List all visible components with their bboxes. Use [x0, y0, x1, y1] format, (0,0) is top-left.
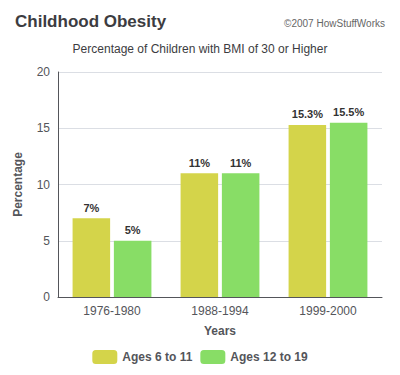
svg-text:20: 20 [37, 65, 51, 79]
svg-text:10: 10 [37, 178, 51, 192]
svg-text:5: 5 [43, 234, 50, 248]
svg-text:11%: 11% [189, 157, 211, 169]
svg-text:1988-1994: 1988-1994 [191, 304, 249, 318]
svg-text:1999-2000: 1999-2000 [299, 304, 357, 318]
svg-text:15.3%: 15.3% [292, 108, 323, 120]
svg-text:Ages 12 to 19: Ages 12 to 19 [230, 350, 308, 364]
svg-text:15.5%: 15.5% [333, 106, 364, 118]
svg-text:Childhood Obesity: Childhood Obesity [15, 12, 167, 31]
svg-text:11%: 11% [230, 157, 252, 169]
svg-text:©2007 HowStuffWorks: ©2007 HowStuffWorks [284, 18, 385, 29]
svg-text:7%: 7% [83, 202, 99, 214]
svg-text:1976-1980: 1976-1980 [83, 304, 141, 318]
svg-text:15: 15 [37, 121, 51, 135]
svg-text:Percentage: Percentage [11, 152, 25, 217]
svg-text:Percentage of Children with BM: Percentage of Children with BMI of 30 or… [73, 42, 328, 56]
svg-text:Ages 6 to 11: Ages 6 to 11 [122, 350, 192, 364]
svg-text:5%: 5% [125, 224, 141, 236]
svg-text:0: 0 [43, 290, 50, 304]
svg-text:Years: Years [204, 324, 236, 338]
